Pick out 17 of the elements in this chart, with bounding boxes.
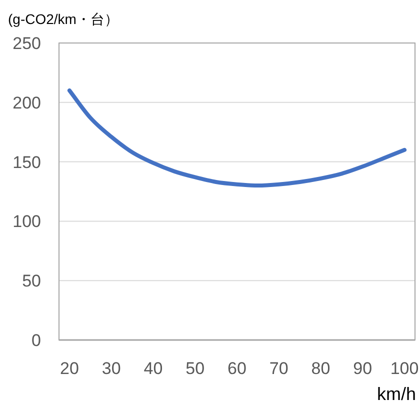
- x-tick-label: 40: [144, 359, 163, 378]
- x-tick-label: 20: [60, 359, 79, 378]
- x-tick-label: 50: [186, 359, 205, 378]
- y-axis-title: (g-CO2/km・台）: [8, 11, 118, 27]
- x-tick-label: 80: [311, 359, 330, 378]
- y-tick-label: 50: [22, 272, 41, 291]
- y-tick-label: 150: [12, 152, 41, 172]
- x-axis-title: km/h: [376, 384, 416, 403]
- x-tick-label: 60: [228, 359, 246, 378]
- x-tick-label: 70: [269, 359, 288, 378]
- x-tick-label: 30: [102, 359, 121, 378]
- y-tick-label: 200: [12, 93, 41, 112]
- y-tick-label: 100: [12, 212, 41, 232]
- x-tick-label: 100: [390, 359, 419, 378]
- x-tick-label: 90: [353, 359, 372, 378]
- y-tick-label: 0: [32, 331, 41, 350]
- y-tick-label: 250: [12, 34, 41, 53]
